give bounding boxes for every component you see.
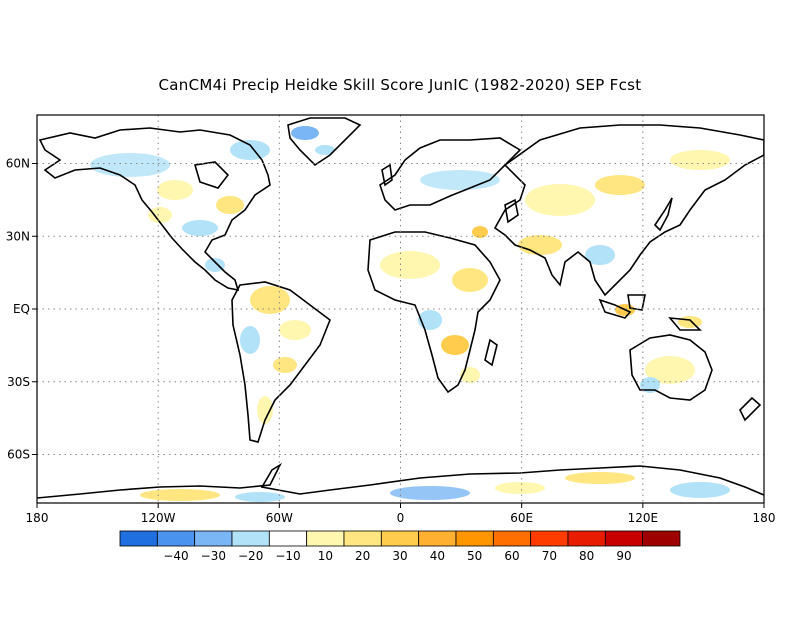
colorbar-swatch <box>156 530 196 547</box>
colorbar-swatch <box>194 530 233 547</box>
colorbar-label: −20 <box>238 549 263 563</box>
colorbar-swatch <box>567 530 606 547</box>
colorbar-swatch <box>492 530 532 547</box>
colorbar-swatch <box>343 530 382 547</box>
lon-tick-label: 0 <box>397 511 405 525</box>
colorbar-swatch <box>604 530 644 547</box>
colorbar-labels: −40 −30 −20 −10 10 20 30 40 50 60 70 80 90 <box>163 549 631 563</box>
lon-tick-label: 120W <box>141 511 176 525</box>
colorbar-label: 70 <box>542 549 557 563</box>
lat-tick-label: 30S <box>7 375 30 389</box>
colorbar <box>119 530 681 547</box>
colorbar-swatch <box>455 530 494 547</box>
colorbar-label: 60 <box>504 549 519 563</box>
map-plot-area <box>37 115 764 503</box>
colorbar-label: 90 <box>616 549 631 563</box>
colorbar-swatch <box>306 530 345 547</box>
colorbar-label: 50 <box>467 549 482 563</box>
latitude-ticks: 60N 30N EQ 30S 60S <box>6 157 37 462</box>
lon-tick-label: 60W <box>266 511 293 525</box>
skill-shading <box>90 126 730 502</box>
colorbar-label: −10 <box>275 549 300 563</box>
coastlines <box>37 117 764 499</box>
colorbar-label: 80 <box>579 549 594 563</box>
lat-tick-label: 60N <box>6 157 30 171</box>
lon-tick-label: 180 <box>26 511 49 525</box>
colorbar-label: −40 <box>163 549 188 563</box>
lat-tick-label: EQ <box>13 302 30 316</box>
colorbar-swatch <box>380 530 420 547</box>
colorbar-label: 40 <box>430 549 445 563</box>
lon-tick-label: 120E <box>628 511 659 525</box>
colorbar-swatch <box>119 530 158 547</box>
lat-tick-label: 30N <box>6 229 30 243</box>
colorbar-label: 30 <box>392 549 407 563</box>
gridlines <box>37 115 764 503</box>
colorbar-swatch <box>268 530 308 547</box>
colorbar-label: 20 <box>355 549 370 563</box>
colorbar-swatch <box>530 530 569 547</box>
colorbar-swatch <box>642 530 681 547</box>
longitude-ticks: 180 120W 60W 0 60E 120E 180 <box>26 503 776 525</box>
colorbar-swatch <box>418 530 457 547</box>
lon-tick-label: 60E <box>510 511 533 525</box>
colorbar-label: 10 <box>318 549 333 563</box>
colorbar-label: −30 <box>201 549 226 563</box>
map-title: CanCM4i Precip Heidke Skill Score JunIC … <box>158 76 642 94</box>
lon-tick-label: 180 <box>753 511 776 525</box>
lat-tick-label: 60S <box>7 448 30 462</box>
colorbar-swatch <box>231 530 270 547</box>
